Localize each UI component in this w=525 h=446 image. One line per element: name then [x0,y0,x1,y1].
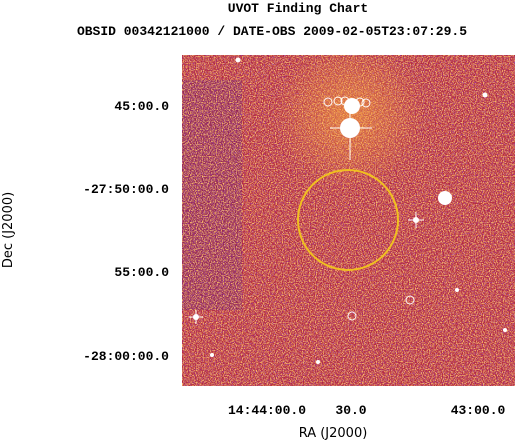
star [316,360,320,364]
source-markers [323,96,415,321]
x-tick-label: 14:44:00.0 [228,403,306,418]
x-tick-label: 30.0 [335,403,366,418]
star [503,328,507,332]
subtitle: OBSID 00342121000 / DATE-OBS 2009-02-05T… [77,24,467,39]
star [455,288,459,292]
source-circle [347,311,357,321]
source-circle [333,96,343,106]
y-axis-label: Dec (J2000) [1,192,16,268]
source-circle [323,97,333,107]
star [235,57,241,63]
error-circle [297,169,399,271]
y-tick-label: 45:00.0 [114,99,169,114]
star [482,92,488,98]
source-circle [340,96,350,106]
source-circle [361,98,371,108]
y-tick-label: 55:00.0 [114,265,169,280]
y-tick-labels: 45:00.0 -27:50:00.0 55:00.0 -28:00:00.0 [83,99,169,364]
star [438,191,452,205]
sky-image [182,55,515,386]
y-tick-label: -27:50:00.0 [83,182,169,197]
star [344,98,360,114]
x-axis-label: RA (J2000) [299,426,368,441]
x-tick-label: 43:00.0 [451,403,506,418]
x-tick-labels: 14:44:00.0 30.0 43:00.0 [228,403,506,418]
star [210,353,214,357]
diffraction-spikes [189,100,424,324]
y-tick-label: -28:00:00.0 [83,349,169,364]
source-circle [405,295,415,305]
title: UVOT Finding Chart [228,1,368,16]
source-circle [355,97,365,107]
